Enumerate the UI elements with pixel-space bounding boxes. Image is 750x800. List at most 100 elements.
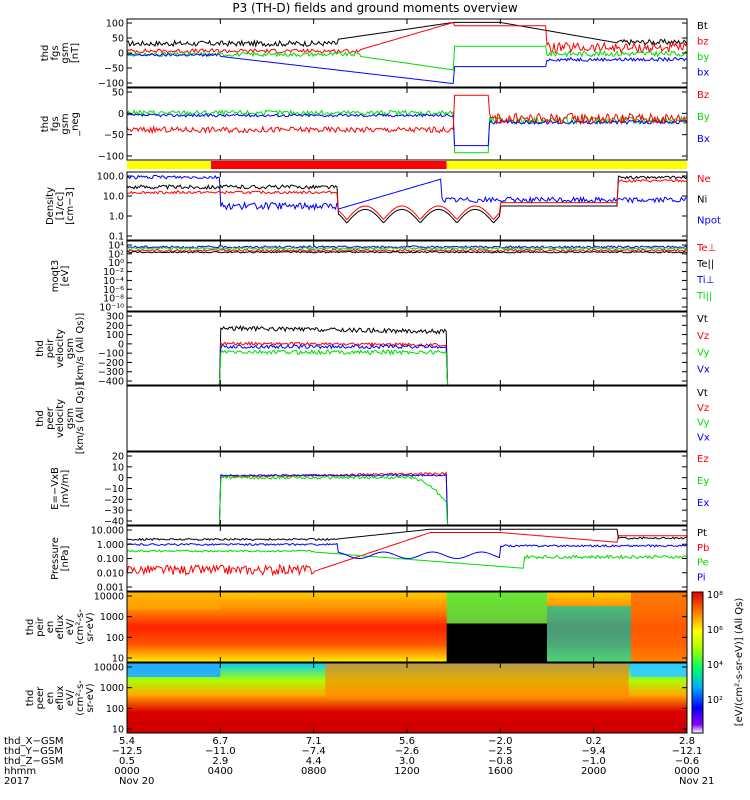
footer-row-value: −9.4 bbox=[582, 746, 606, 757]
y-tick-label: −100 bbox=[98, 79, 124, 90]
spectrogram-band bbox=[631, 663, 687, 677]
legend-entry-ex: Ex bbox=[697, 498, 709, 509]
y-tick-label: 10⁻¹⁰ bbox=[99, 303, 124, 314]
panel-body-fgs_gsm bbox=[127, 21, 687, 85]
y-tick-label: 0.100 bbox=[97, 554, 124, 565]
y-tick-label: −30 bbox=[104, 506, 124, 517]
y-tick-label: 20 bbox=[112, 452, 124, 463]
y-tick-label: 1.000 bbox=[97, 540, 124, 551]
y-axis-label-line: Pressure bbox=[50, 537, 61, 580]
y-tick-label: 100 bbox=[106, 704, 124, 715]
footer-row-label: thd_Z−GSM bbox=[4, 756, 64, 767]
legend-entry-pt: Pt bbox=[697, 528, 707, 539]
footer-row-value: 0400 bbox=[208, 766, 233, 777]
footer-row-value: 7.1 bbox=[306, 736, 322, 747]
footer-row-value: 6.7 bbox=[212, 736, 228, 747]
legend-entry-bz: bz bbox=[697, 37, 709, 48]
series-line-bx bbox=[127, 53, 687, 85]
legend-entry-pb: Pb bbox=[697, 543, 709, 554]
colorbar-tick-label: 10⁴ bbox=[707, 660, 723, 671]
spectrogram-band bbox=[631, 592, 687, 662]
legend-entry-vx: Vx bbox=[697, 432, 710, 443]
y-tick-label: 10⁻⁸ bbox=[103, 294, 124, 305]
y-tick-label: −100 bbox=[98, 349, 124, 360]
panel-body-pressure bbox=[127, 528, 687, 577]
legend-entry-npot: Npot bbox=[697, 215, 721, 226]
legend-entry-by: By bbox=[697, 112, 710, 123]
spectrogram-band bbox=[547, 606, 631, 662]
footer-row-value: 1600 bbox=[488, 766, 513, 777]
series-line-vz bbox=[127, 341, 687, 385]
y-tick-label: 1000 bbox=[100, 683, 124, 694]
footer-row-value: 2.9 bbox=[212, 756, 228, 767]
series-line-ni bbox=[127, 175, 687, 224]
y-axis-label-line: [mV/m] bbox=[60, 470, 71, 508]
legend-entry-bz: Bz bbox=[697, 90, 709, 101]
y-tick-label: 10000 bbox=[94, 663, 124, 674]
legend-entry-ni: Ni bbox=[697, 195, 707, 206]
legend-entry-vx: Vx bbox=[697, 364, 710, 375]
legend-entry-vy: Vy bbox=[697, 348, 710, 359]
y-tick-label: 50 bbox=[112, 88, 124, 99]
panel-frame-peir_velocity bbox=[126, 311, 688, 386]
panel-body-peir_velocity bbox=[127, 324, 687, 385]
y-axis-label-line: eV/ bbox=[65, 618, 76, 635]
legend-entry-ez: Ez bbox=[697, 454, 709, 465]
y-axis-label-line: en bbox=[45, 621, 56, 634]
legend-entry-te: Te⊥ bbox=[696, 243, 716, 254]
colorbar-tick-label: 10⁸ bbox=[707, 590, 723, 601]
legend-entry-ne: Ne bbox=[697, 174, 711, 185]
plot-title: P3 (TH-D) fields and ground moments over… bbox=[232, 1, 518, 15]
legend-entry-vy: Vy bbox=[697, 418, 710, 429]
y-axis-label-line: eflux bbox=[55, 686, 66, 711]
y-axis-label-line: E=−VxB bbox=[50, 467, 61, 510]
y-tick-label: 10.000 bbox=[91, 526, 124, 537]
y-tick-label: 50 bbox=[112, 34, 124, 45]
series-line-ey bbox=[127, 473, 687, 525]
y-axis-label-line: en bbox=[45, 692, 56, 705]
panel-body-peir_eflux bbox=[127, 592, 687, 662]
y-axis-label-line: peir bbox=[35, 616, 46, 636]
y-tick-label: 10 bbox=[112, 462, 124, 473]
y-tick-label: 10 bbox=[112, 725, 124, 736]
y-tick-label: 100 bbox=[106, 330, 124, 341]
y-tick-label: 10⁻⁴ bbox=[103, 276, 124, 287]
y-axis-label: thd peer en eflux eV/(cm²-s-sr-eV) bbox=[25, 680, 96, 716]
legend-entry-bx: bx bbox=[697, 68, 709, 79]
legend-entry-pe: Pe bbox=[697, 558, 709, 569]
y-tick-label: 10⁻² bbox=[103, 267, 124, 278]
panel-body-density bbox=[127, 174, 687, 224]
y-tick-label: 10⁰ bbox=[108, 258, 124, 269]
footer-row-value: −1.0 bbox=[582, 756, 606, 767]
y-tick-label: 0 bbox=[118, 49, 124, 60]
y-tick-label: 0 bbox=[118, 109, 124, 120]
footer-row-value: −12.1 bbox=[672, 746, 703, 757]
series-line-ti bbox=[127, 248, 687, 253]
y-axis-label-line: [eV] bbox=[60, 266, 71, 287]
y-axis-label: thd fgs gsm [nT] bbox=[40, 42, 81, 63]
y-axis-label-line: Density bbox=[45, 187, 56, 225]
y-tick-label: 100 bbox=[106, 633, 124, 644]
y-tick-label: 10.0 bbox=[103, 192, 124, 203]
y-tick-label: 10000 bbox=[94, 592, 124, 603]
y-tick-label: −50 bbox=[104, 64, 124, 75]
y-tick-label: 0.001 bbox=[97, 583, 124, 594]
y-axis-label: thd peir velocity gsm [km/s (All Qs)] bbox=[35, 313, 86, 385]
mode-bar-segment bbox=[127, 161, 211, 169]
y-axis-label-line: thd bbox=[25, 619, 36, 636]
footer-row-label: thd_X−GSM bbox=[4, 736, 64, 747]
y-tick-label: 10 bbox=[112, 654, 124, 665]
series-line-by bbox=[127, 45, 687, 71]
mode-bar-segment bbox=[446, 161, 687, 169]
y-axis-label: E=−VxB [mV/m] bbox=[50, 467, 71, 510]
footer-row-value: Nov 21 bbox=[679, 776, 714, 787]
series-line-vt bbox=[127, 324, 687, 385]
y-axis-label-line: [nT] bbox=[70, 43, 81, 63]
y-axis-label-line: eflux bbox=[55, 615, 66, 640]
legend-entry-ti: Ti|| bbox=[696, 291, 712, 302]
y-tick-label: −50 bbox=[104, 130, 124, 141]
series-line-ti bbox=[127, 250, 687, 254]
y-axis-label-line: sr-eV) bbox=[85, 683, 96, 712]
footer-row-value: −2.6 bbox=[395, 746, 419, 757]
y-tick-label: 0 bbox=[118, 473, 124, 484]
